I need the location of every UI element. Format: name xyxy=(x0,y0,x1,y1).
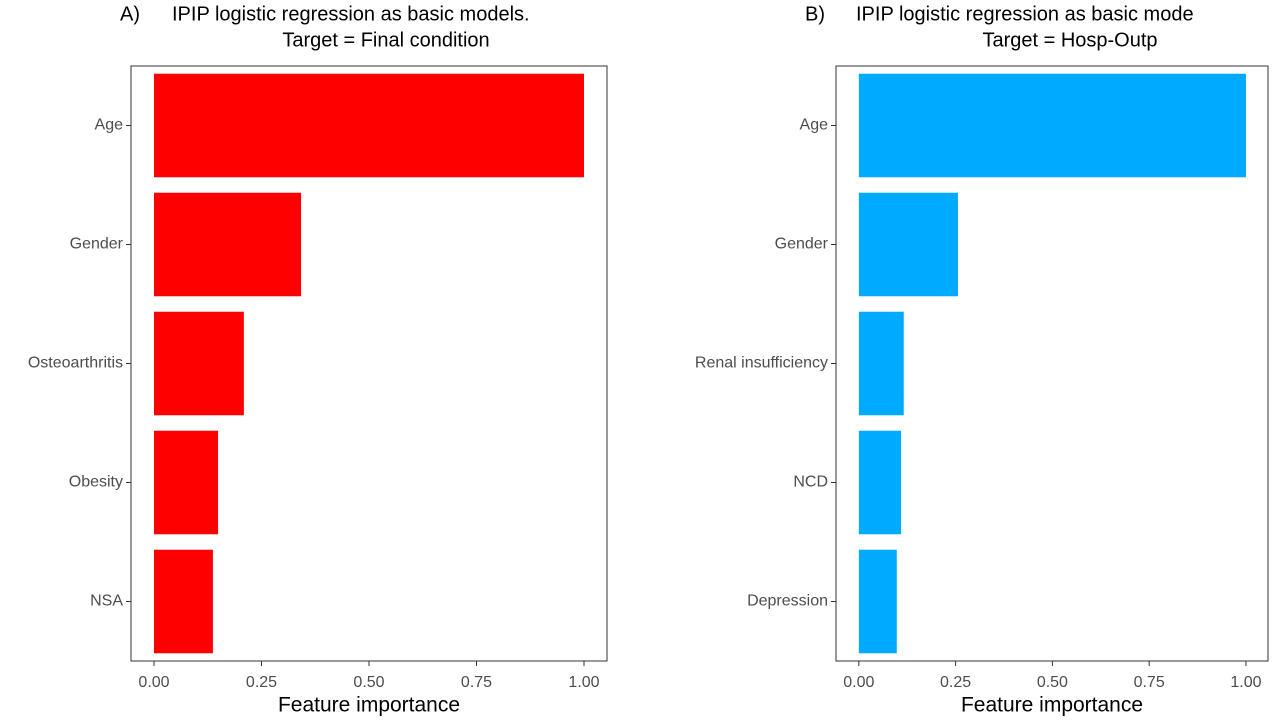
chart-subtitle: Target = Final condition xyxy=(282,29,489,51)
bar xyxy=(154,192,302,297)
y-tick-label: NCD xyxy=(793,474,828,491)
chart-title: IPIP logistic regression as basic mode xyxy=(856,3,1194,25)
bar xyxy=(154,430,219,535)
x-tick-label: 0.25 xyxy=(246,674,277,691)
x-axis-title: Feature importance xyxy=(961,694,1143,717)
x-tick-label: 0.00 xyxy=(138,674,169,691)
y-tick-label: Age xyxy=(95,117,124,134)
bar xyxy=(154,549,213,654)
bar xyxy=(858,311,904,416)
y-tick-label: Osteoarthritis xyxy=(28,355,123,372)
x-tick-label: 0.50 xyxy=(1037,674,1068,691)
x-tick-label: 0.75 xyxy=(461,674,492,691)
x-tick-label: 0.00 xyxy=(843,674,874,691)
bar xyxy=(858,549,897,654)
bar xyxy=(858,430,902,535)
y-tick-label: Obesity xyxy=(69,474,123,491)
x-tick-label: 0.50 xyxy=(353,674,384,691)
panel-label: B) xyxy=(805,3,825,25)
x-tick-label: 1.00 xyxy=(1230,674,1261,691)
chart-title: IPIP logistic regression as basic models… xyxy=(172,3,530,25)
y-tick-label: Age xyxy=(800,117,829,134)
x-tick-label: 0.25 xyxy=(940,674,971,691)
bar xyxy=(858,73,1246,178)
x-axis-title: Feature importance xyxy=(278,694,460,717)
y-tick-label: Gender xyxy=(775,236,829,253)
bar xyxy=(154,73,584,178)
x-tick-label: 0.75 xyxy=(1134,674,1165,691)
y-tick-label: Gender xyxy=(70,236,124,253)
y-tick-label: NSA xyxy=(90,593,123,610)
panel-label: A) xyxy=(120,3,140,25)
y-tick-label: Depression xyxy=(747,593,828,610)
x-tick-label: 1.00 xyxy=(568,674,599,691)
bar xyxy=(154,311,244,416)
chart-subtitle: Target = Hosp-Outp xyxy=(982,29,1157,51)
y-tick-label: Renal insufficiency xyxy=(695,355,828,372)
bar xyxy=(858,192,958,297)
